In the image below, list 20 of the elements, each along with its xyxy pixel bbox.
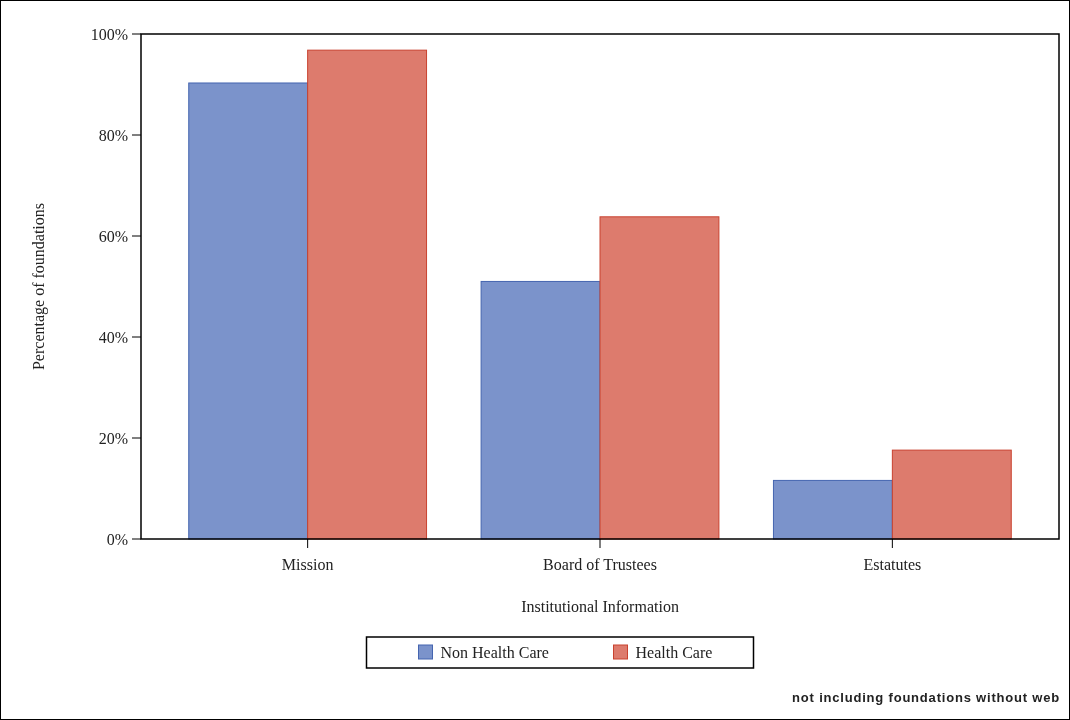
- y-tick-label: 40%: [98, 328, 128, 346]
- y-tick-label: 100%: [90, 25, 128, 43]
- x-tick-label: Board of Trustees: [543, 556, 657, 573]
- y-tick-label: 20%: [98, 429, 128, 447]
- y-axis-title: Percentage of foundations: [30, 202, 48, 371]
- bar: [480, 280, 601, 540]
- y-tick-label: 80%: [98, 126, 128, 144]
- bar: [891, 449, 1012, 540]
- x-tick-label: Mission: [281, 556, 334, 573]
- bar: [188, 82, 309, 540]
- y-tick-label: 0%: [106, 530, 128, 548]
- legend-label: Health Care: [635, 643, 713, 661]
- text: not including foundations without web: [792, 690, 1060, 705]
- bar: [599, 216, 720, 540]
- x-axis-title: Institutional Information: [521, 598, 679, 615]
- legend-label: Non Health Care: [440, 643, 549, 661]
- y-tick-label: 60%: [98, 227, 128, 245]
- bar: [307, 49, 428, 540]
- bar: [772, 479, 893, 540]
- x-tick-label: Estatutes: [863, 556, 922, 573]
